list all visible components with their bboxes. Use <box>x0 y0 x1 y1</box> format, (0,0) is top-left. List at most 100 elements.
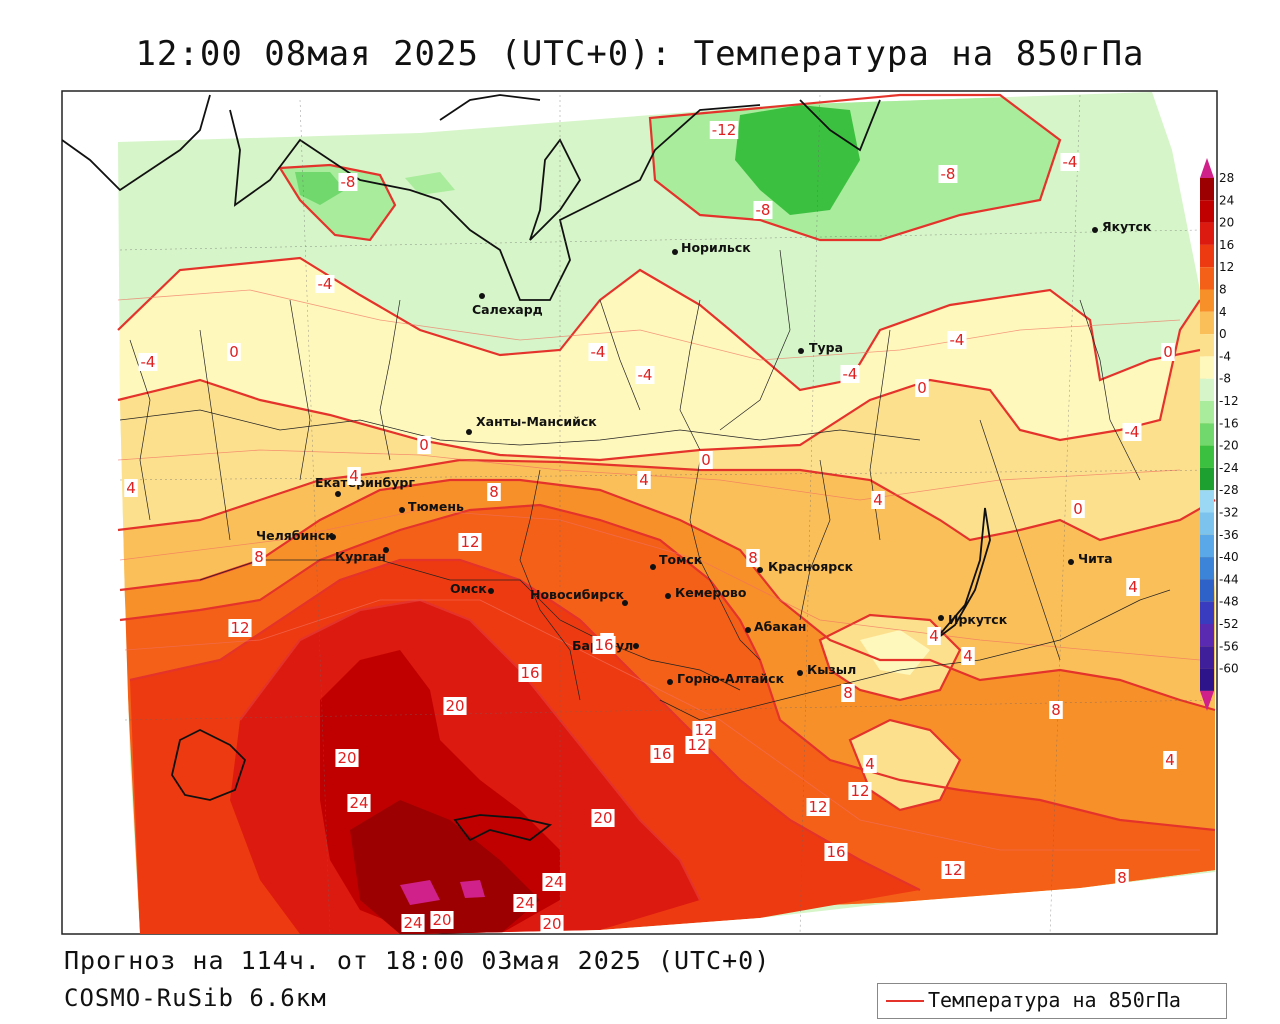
city-label: Кемерово <box>675 585 747 600</box>
isotherm-value-label: 16 <box>826 843 845 861</box>
forecast-info: Прогноз на 114ч. от 18:00 03мая 2025 (UT… <box>64 946 771 975</box>
isotherm-label-bg <box>338 173 358 191</box>
isotherm-value-label: 4 <box>1165 751 1175 769</box>
isotherm-label-bg <box>947 331 967 349</box>
isotherm-label-bg <box>1161 343 1175 361</box>
isotherm-label-bg <box>941 861 965 879</box>
colorbar-tick-label: -52 <box>1219 617 1239 631</box>
isotherm-label-bg <box>227 343 241 361</box>
isotherm-value-label: -4 <box>950 331 965 349</box>
city-label: Екатеринбург <box>315 475 415 490</box>
isotherm-value-label: -12 <box>712 121 737 139</box>
isotherm-value-label: 20 <box>542 915 561 933</box>
isotherm-value-label: 24 <box>403 914 422 932</box>
city-label: Томск <box>659 552 703 567</box>
isotherm-label-bg <box>699 451 713 469</box>
isotherm-value-label: 12 <box>460 533 479 551</box>
colorbar-swatch <box>1200 445 1214 468</box>
city-label: Иркутск <box>948 612 1008 627</box>
colorbar-swatch <box>1200 311 1214 335</box>
city-label: Курган <box>335 549 386 564</box>
isotherm-value-label: 24 <box>515 894 534 912</box>
colorbar: 28 24 20 16 12 8 4 0 -4 -8 -12 -16 -20 -24 -28 -32 -36 -4… <box>1200 158 1239 711</box>
colorbar-tick-label: -40 <box>1219 550 1239 564</box>
isotherm-value-label: 8 <box>254 548 264 566</box>
isotherm-label-bg <box>871 491 885 509</box>
colorbar-swatch <box>1200 378 1214 401</box>
colorbar-swatch <box>1200 490 1214 513</box>
city-label: Абакан <box>754 619 806 634</box>
model-info: COSMO-RuSib 6.6км <box>64 984 327 1012</box>
colorbar-tick-label: -28 <box>1219 483 1239 497</box>
colorbar-tick-label: -8 <box>1219 372 1231 386</box>
colorbar-swatch <box>1200 668 1214 691</box>
isotherm-label-bg <box>927 627 941 645</box>
city-label: Тюмень <box>408 499 464 514</box>
isotherm-value-label: 4 <box>639 471 649 489</box>
colorbar-swatch <box>1200 334 1214 357</box>
isotherm-label-bg <box>124 479 138 497</box>
isotherm-value-label: 0 <box>1073 500 1083 518</box>
isotherm-label-bg <box>591 809 615 827</box>
isotherm-value-label: 4 <box>349 467 359 485</box>
isotherm-label-bg <box>1163 751 1177 769</box>
isotherm-label-bg <box>417 436 431 454</box>
legend-line-swatch <box>886 1000 924 1002</box>
colorbar-swatch <box>1200 289 1214 312</box>
isotherm-label-bg <box>1122 423 1142 441</box>
isotherm-label-bg <box>938 165 958 183</box>
isotherm-label-bg <box>753 201 773 219</box>
isotherm-value-label: 4 <box>126 479 136 497</box>
temperature-field <box>118 92 1215 934</box>
isotherm-value-label: -4 <box>591 343 606 361</box>
isotherm-value-label: 4 <box>1128 578 1138 596</box>
city-label: Норильск <box>681 240 751 255</box>
isotherm-value-label: 20 <box>432 911 451 929</box>
isotherm-value-label: 24 <box>544 873 563 891</box>
city-points <box>330 227 1098 685</box>
zone-minus12 <box>735 105 860 215</box>
isotherm-value-label: 24 <box>349 794 368 812</box>
isotherm-value-label: -4 <box>141 353 156 371</box>
isotherm-value-label: 16 <box>520 664 539 682</box>
isotherm-value-label: 12 <box>850 782 869 800</box>
isotherm-label-bg <box>347 467 361 485</box>
isotherm-label-bg <box>637 471 651 489</box>
isotherm-label-bg <box>458 533 482 551</box>
isotherm-value-label: 12 <box>694 721 713 739</box>
isotherm-label-bg <box>228 619 252 637</box>
colorbar-swatch <box>1200 222 1214 245</box>
isotherm-label-bg <box>709 121 739 139</box>
isotherm-label-bg <box>961 647 975 665</box>
colorbar-tick-label: 8 <box>1219 283 1227 297</box>
colorbar-swatch <box>1200 579 1214 602</box>
city-label: Кызыл <box>807 662 856 677</box>
isotherm-value-label: -4 <box>1125 423 1140 441</box>
isotherm-labels: -12 -8 -8 -8 -4 -4 -4 -4 -4 -4 -4 -4 0 0 0 0 0 0 4 4 4 4 4 4 4 4 4… <box>124 121 1177 933</box>
colorbar-swatch <box>1200 267 1214 290</box>
isotherm-label-bg <box>315 275 335 293</box>
isotherm-label-bg <box>650 745 674 763</box>
city-label: Чита <box>1078 551 1113 566</box>
colorbar-tick-label: 28 <box>1219 171 1234 185</box>
isotherm-label-bg <box>840 365 860 383</box>
colorbar-swatch <box>1200 557 1214 580</box>
isotherm-value-label: 20 <box>337 749 356 767</box>
colorbar-swatch <box>1200 467 1214 491</box>
colorbar-swatch <box>1200 423 1214 446</box>
colorbar-tick-label: -48 <box>1219 595 1239 609</box>
isotherm-label-bg <box>635 366 655 384</box>
colorbar-tick-label: 24 <box>1219 193 1234 207</box>
isotherm-value-label: 0 <box>917 379 927 397</box>
city-labels: Норильск Якутск Салехард Тура Ханты-Манс… <box>256 219 1152 686</box>
admin-borders <box>119 249 1171 721</box>
legend: Температура на 850гПа <box>877 983 1227 1019</box>
colorbar-tick-label: -20 <box>1219 439 1239 453</box>
isotherm-label-bg <box>1115 869 1129 887</box>
city-label: Ханты-Мансийск <box>476 414 597 429</box>
isotherm-label-bg <box>335 749 359 767</box>
isotherm-value-label: -8 <box>756 201 771 219</box>
isotherm-value-label: 0 <box>419 436 429 454</box>
isotherm-value-label: -8 <box>341 173 356 191</box>
